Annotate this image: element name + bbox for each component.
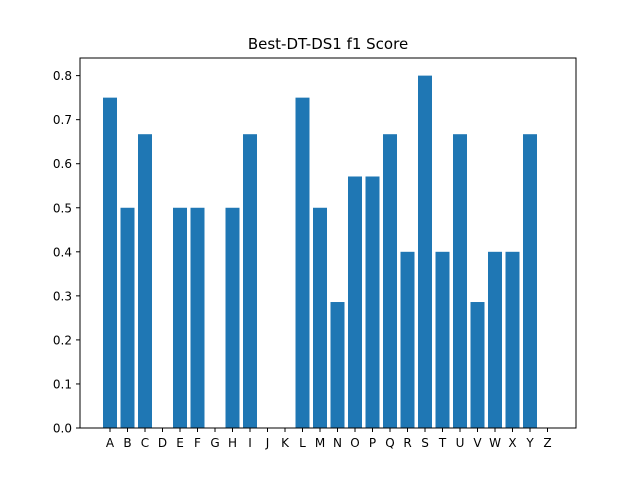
- y-tick-label: 0.2: [53, 333, 72, 347]
- bar-U: [453, 134, 467, 428]
- x-tick-label: O: [350, 436, 359, 450]
- x-tick-label: G: [210, 436, 219, 450]
- bar-O: [348, 176, 362, 428]
- x-tick-label: E: [176, 436, 184, 450]
- bar-I: [243, 134, 257, 428]
- bar-R: [400, 251, 415, 428]
- x-tick-label: P: [369, 436, 376, 450]
- bar-Q: [383, 134, 397, 428]
- y-tick-label: 0.8: [53, 69, 72, 83]
- x-tick-label: S: [421, 436, 429, 450]
- bar-L: [295, 97, 310, 428]
- y-tick-label: 0.6: [53, 157, 72, 171]
- y-tick-label: 0.0: [53, 422, 72, 436]
- bar-T: [435, 251, 450, 428]
- x-tick-label: W: [489, 436, 501, 450]
- bar-P: [365, 176, 380, 428]
- x-tick-label: V: [473, 436, 482, 450]
- x-tick-label: N: [333, 436, 342, 450]
- bar-C: [138, 134, 152, 428]
- x-tick-label: D: [158, 436, 167, 450]
- bar-F: [190, 207, 205, 428]
- x-tick-label: T: [438, 436, 447, 450]
- x-tick-label: B: [123, 436, 131, 450]
- x-tick-label: J: [265, 436, 270, 450]
- x-tick-label: K: [281, 436, 290, 450]
- bar-W: [488, 251, 502, 428]
- x-tick-label: H: [228, 436, 237, 450]
- x-tick-label: C: [141, 436, 149, 450]
- y-tick-label: 0.5: [53, 201, 72, 215]
- y-axis-ticks: 0.0 0.1 0.2 0.3 0.4 0.5 0.6 0.7 0.8: [53, 69, 80, 436]
- x-tick-label: A: [106, 436, 115, 450]
- bar-B: [120, 207, 135, 428]
- y-tick-label: 0.1: [53, 377, 72, 391]
- bar-S: [418, 75, 432, 429]
- bar-Y: [523, 134, 537, 428]
- bar-A: [103, 97, 117, 428]
- x-tick-label: U: [456, 436, 465, 450]
- chart-title: Best-DT-DS1 f1 Score: [248, 35, 408, 53]
- y-tick-label: 0.7: [53, 113, 72, 127]
- bar-M: [313, 207, 327, 428]
- x-tick-label: M: [315, 436, 325, 450]
- bar-V: [470, 302, 485, 428]
- x-tick-label: I: [248, 436, 252, 450]
- plot-area-frame: [79, 57, 577, 429]
- x-tick-label: Y: [525, 436, 534, 450]
- x-tick-label: L: [299, 436, 306, 450]
- y-tick-label: 0.3: [53, 289, 72, 303]
- x-tick-label: R: [403, 436, 411, 450]
- bars-group: [103, 75, 537, 429]
- x-tick-label: Z: [543, 436, 551, 450]
- x-tick-label: Q: [385, 436, 394, 450]
- x-tick-label: F: [194, 436, 201, 450]
- bar-X: [505, 251, 520, 428]
- y-tick-label: 0.4: [53, 245, 72, 259]
- bar-N: [330, 302, 345, 428]
- bar-E: [173, 207, 187, 428]
- bar-H: [225, 207, 240, 428]
- x-tick-label: X: [508, 436, 516, 450]
